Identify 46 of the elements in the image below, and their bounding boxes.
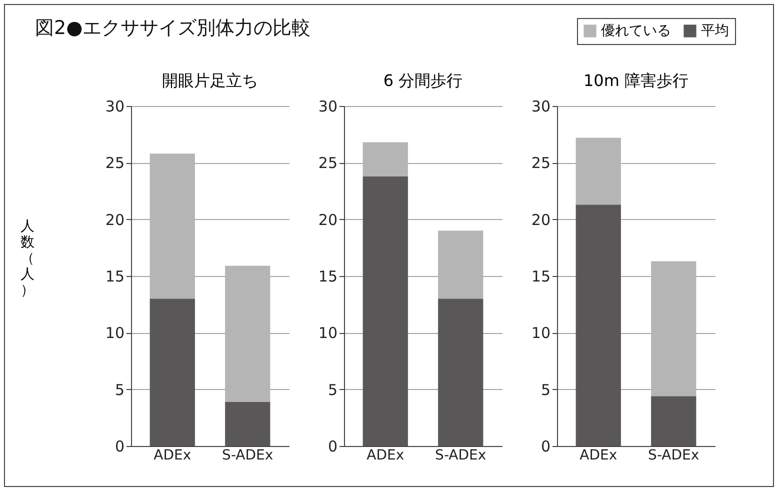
bar [362, 142, 408, 176]
bar [438, 230, 484, 299]
y-tick-label: 30 [105, 98, 124, 116]
y-tick-label: 10 [531, 324, 550, 342]
chart-title: 開眼片足立ち [162, 71, 258, 90]
chart-title: 6 分間歩行 [383, 71, 463, 90]
y-tick-label: 5 [540, 380, 550, 399]
bar [225, 266, 270, 402]
y-tick-label: 15 [318, 268, 338, 286]
bar [225, 402, 270, 446]
y-tick-label: 30 [318, 98, 338, 116]
y-tick-label: 25 [105, 154, 124, 172]
x-tick-label: ADEx [154, 448, 192, 464]
y-tick-label: 25 [318, 154, 338, 172]
y-tick-label: 20 [318, 210, 338, 229]
y-tick-label: 30 [531, 98, 550, 116]
caption: 図2●エクササイズ別体力の比較 [35, 16, 311, 41]
bar [576, 138, 621, 205]
bar [362, 176, 408, 446]
bar [150, 298, 195, 446]
legend-label: 平均 [701, 23, 729, 39]
y-tick-label: 25 [531, 154, 550, 172]
x-tick-label: ADEx [366, 448, 404, 464]
bar [438, 298, 484, 446]
y-axis-title: 人数（人） [20, 218, 34, 298]
y-tick-label: 5 [114, 380, 124, 399]
bar [651, 261, 696, 396]
x-tick-label: S-ADEx [648, 448, 700, 464]
legend-label: 優れている [601, 23, 671, 39]
y-tick-label: 20 [105, 210, 124, 229]
chart-title: 10m 障害歩行 [583, 71, 689, 90]
x-tick-label: S-ADEx [435, 448, 486, 464]
bar [651, 396, 696, 446]
y-tick-label: 15 [531, 268, 550, 286]
y-tick-label: 10 [318, 324, 338, 342]
y-tick-label: 20 [531, 210, 550, 229]
y-tick-label: 0 [328, 438, 338, 456]
y-tick-label: 5 [328, 380, 338, 399]
bar [150, 154, 195, 299]
bar [576, 204, 621, 446]
x-tick-label: S-ADEx [222, 448, 274, 464]
y-tick-label: 0 [114, 438, 124, 456]
y-tick-label: 10 [105, 324, 124, 342]
x-tick-label: ADEx [580, 448, 618, 464]
y-tick-label: 0 [540, 438, 550, 456]
y-tick-label: 15 [105, 268, 124, 286]
